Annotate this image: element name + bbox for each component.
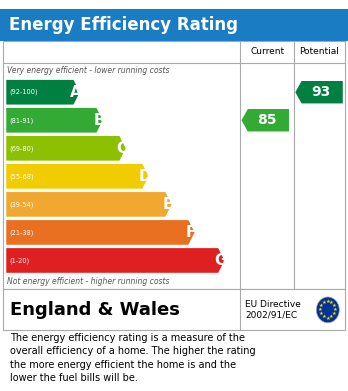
Polygon shape xyxy=(6,220,195,245)
Text: ★: ★ xyxy=(322,300,326,305)
Text: ★: ★ xyxy=(332,312,337,316)
Text: ★: ★ xyxy=(333,307,338,312)
Text: Current: Current xyxy=(250,47,284,56)
Polygon shape xyxy=(6,164,149,189)
Text: (81-91): (81-91) xyxy=(10,117,34,124)
Polygon shape xyxy=(6,192,172,217)
Text: ★: ★ xyxy=(318,307,323,312)
Text: ★: ★ xyxy=(325,316,330,321)
Polygon shape xyxy=(295,81,343,104)
Bar xyxy=(0,9,348,41)
Text: Not energy efficient - higher running costs: Not energy efficient - higher running co… xyxy=(7,277,169,287)
Polygon shape xyxy=(6,108,103,133)
Bar xyxy=(3,41,345,289)
Text: ★: ★ xyxy=(322,314,326,319)
Text: ★: ★ xyxy=(319,312,324,316)
Text: ★: ★ xyxy=(329,300,334,305)
Text: ★: ★ xyxy=(329,314,334,319)
Text: EU Directive
2002/91/EC: EU Directive 2002/91/EC xyxy=(245,300,301,319)
Text: Energy Efficiency Rating: Energy Efficiency Rating xyxy=(9,16,238,34)
Text: (21-38): (21-38) xyxy=(10,229,34,236)
Text: G: G xyxy=(214,253,227,268)
Text: ★: ★ xyxy=(319,303,324,308)
Text: (92-100): (92-100) xyxy=(10,89,38,95)
Circle shape xyxy=(316,297,339,323)
Text: A: A xyxy=(70,85,82,100)
Text: D: D xyxy=(139,169,151,184)
Text: E: E xyxy=(163,197,173,212)
Polygon shape xyxy=(6,136,126,161)
Text: (39-54): (39-54) xyxy=(10,201,34,208)
Text: England & Wales: England & Wales xyxy=(10,301,180,319)
Bar xyxy=(3,289,345,330)
Text: The energy efficiency rating is a measure of the
overall efficiency of a home. T: The energy efficiency rating is a measur… xyxy=(10,333,256,383)
Text: ★: ★ xyxy=(332,303,337,308)
Text: C: C xyxy=(116,141,127,156)
Text: Potential: Potential xyxy=(299,47,339,56)
Text: 93: 93 xyxy=(311,85,331,99)
Text: B: B xyxy=(93,113,105,128)
Text: (1-20): (1-20) xyxy=(10,257,30,264)
Polygon shape xyxy=(6,80,80,104)
Text: 85: 85 xyxy=(258,113,277,127)
Text: ★: ★ xyxy=(325,299,330,304)
Polygon shape xyxy=(242,109,289,131)
Text: F: F xyxy=(185,225,196,240)
Text: (69-80): (69-80) xyxy=(10,145,34,152)
Text: (55-68): (55-68) xyxy=(10,173,34,179)
Text: Very energy efficient - lower running costs: Very energy efficient - lower running co… xyxy=(7,66,169,75)
Polygon shape xyxy=(6,248,224,273)
